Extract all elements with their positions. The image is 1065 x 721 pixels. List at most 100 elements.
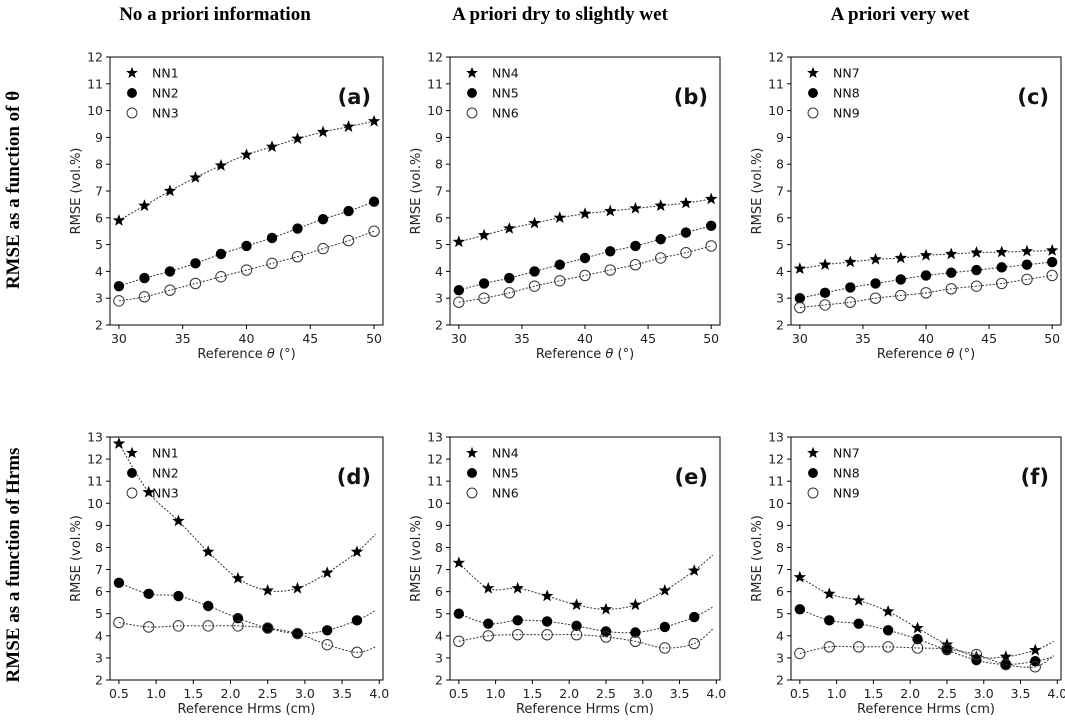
data-point-nn6 [478, 292, 490, 304]
x-axis-label-prefix: Reference [877, 347, 947, 362]
series-line-nn3 [118, 622, 376, 653]
y-tick-label: 12 [87, 452, 103, 467]
series-line-nn1 [118, 120, 375, 221]
legend-marker-nn6 [466, 487, 478, 499]
data-point-nn6 [680, 246, 692, 259]
x-tick-label: 50 [366, 331, 382, 346]
y-tick-label: 5 [776, 237, 784, 252]
y-tick-label: 7 [776, 562, 784, 577]
data-point-nn9 [920, 287, 932, 299]
data-point-nn3 [215, 271, 227, 283]
data-point-nn7 [970, 246, 983, 258]
y-tick-label: 2 [95, 673, 103, 688]
data-point-nn4 [604, 204, 617, 217]
x-tick-label: 1.0 [486, 686, 506, 701]
x-tick-label: 35 [175, 331, 191, 346]
data-point-nn5 [630, 240, 641, 252]
data-point-nn7 [999, 650, 1012, 663]
y-axis-label: RMSE (vol.%) [750, 148, 765, 235]
data-point-nn9 [895, 289, 907, 302]
panel-label: (f) [1021, 465, 1049, 489]
data-point-nn1 [138, 199, 151, 211]
y-tick-label: 11 [427, 474, 443, 489]
data-point-nn1 [342, 120, 355, 132]
y-tick-label: 8 [776, 540, 784, 555]
data-point-nn6 [541, 629, 553, 641]
y-tick-label: 7 [95, 184, 103, 199]
data-point-nn5 [680, 227, 692, 238]
data-point-nn1 [112, 437, 126, 449]
x-axis-label: Reference Hrms (cm) [177, 702, 315, 717]
data-point-nn3 [164, 284, 176, 296]
data-point-nn2 [266, 232, 278, 244]
data-point-nn9 [852, 641, 865, 653]
y-tick-label: 3 [435, 291, 443, 306]
data-point-nn2 [241, 240, 252, 252]
data-point-nn3 [240, 264, 253, 276]
data-point-nn7 [919, 248, 933, 261]
y-tick-label: 13 [768, 430, 784, 445]
data-point-nn6 [482, 630, 494, 642]
data-point-nn9 [882, 641, 894, 653]
data-point-nn7 [1020, 244, 1034, 257]
x-tick-label: 2.5 [258, 686, 278, 701]
data-point-nn5 [689, 611, 700, 623]
data-point-nn2 [322, 625, 333, 636]
series-line-nn4 [458, 198, 712, 243]
x-axis-label: Reference Hrms (cm) [516, 702, 654, 717]
y-tick-label: 10 [768, 496, 784, 511]
series-line-nn1 [118, 443, 376, 592]
y-tick-label: 9 [776, 518, 784, 533]
y-tick-label: 13 [87, 430, 103, 445]
y-tick-label: 9 [776, 130, 784, 145]
y-tick-label: 6 [95, 210, 103, 225]
data-point-nn1 [291, 132, 304, 144]
y-tick-label: 6 [776, 210, 784, 225]
y-tick-label: 3 [776, 291, 784, 306]
data-point-nn5 [554, 259, 565, 270]
data-point-nn3 [113, 616, 125, 629]
legend-marker-nn3 [126, 487, 138, 499]
data-point-nn2 [351, 615, 363, 626]
series-line-nn8 [799, 261, 1053, 299]
data-point-nn9 [819, 299, 831, 311]
data-point-nn1 [316, 125, 330, 138]
data-point-nn6 [554, 275, 566, 287]
x-tick-label: 2.0 [900, 686, 920, 701]
data-point-nn2 [190, 258, 201, 269]
data-point-nn7 [1029, 643, 1042, 656]
y-tick-label: 4 [435, 264, 443, 279]
y-tick-label: 6 [435, 210, 443, 225]
x-tick-label: 4.0 [1047, 686, 1065, 701]
y-tick-label: 3 [95, 291, 103, 306]
y-tick-label: 10 [768, 103, 784, 118]
x-tick-label: 1.0 [827, 686, 847, 701]
y-axis-label: RMSE (vol.%) [69, 148, 84, 235]
data-point-nn6 [600, 631, 612, 643]
legend-marker-nn7 [807, 446, 819, 458]
y-tick-label: 8 [435, 157, 443, 172]
x-tick-label: 45 [981, 331, 997, 346]
data-point-nn9 [996, 277, 1008, 290]
legend-label-nn9: NN9 [833, 486, 860, 501]
y-tick-label: 3 [95, 650, 103, 665]
legend-label-nn5: NN5 [492, 86, 519, 101]
y-tick-label: 3 [776, 650, 784, 665]
y-tick-label: 2 [776, 318, 784, 333]
data-point-nn2 [164, 266, 176, 277]
y-tick-label: 7 [435, 562, 443, 577]
x-tick-label: 4.0 [706, 686, 726, 701]
x-axis-label-variable: θ [267, 347, 275, 362]
data-point-nn5 [605, 246, 616, 257]
data-point-nn2 [292, 223, 303, 234]
data-point-nn8 [1021, 259, 1033, 270]
legend-label-nn8: NN8 [833, 86, 860, 101]
data-point-nn2 [317, 213, 329, 225]
y-tick-label: 5 [435, 237, 443, 252]
data-point-nn8 [853, 618, 864, 629]
x-tick-label: 2.5 [937, 686, 957, 701]
data-point-nn9 [911, 642, 924, 654]
x-tick-label: 0.5 [449, 686, 469, 701]
